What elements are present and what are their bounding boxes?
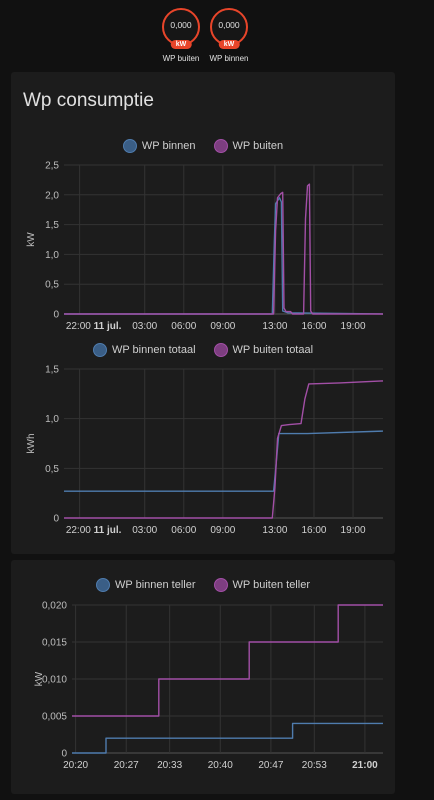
y-axis-title: kWh	[26, 434, 37, 454]
badge-wp-binnen[interactable]: 0,000 kW WP binnen	[208, 8, 250, 63]
series-line-binnen	[64, 197, 384, 315]
x-tick-label: 13:00	[262, 525, 287, 536]
y-tick-label: 0,005	[42, 712, 67, 723]
x-tick-label: 20:53	[302, 760, 327, 771]
legend-label: WP buiten totaal	[232, 344, 314, 356]
history-graph-card-teller: WP binnen teller WP buiten teller 0 0,005…	[11, 560, 395, 794]
legend-item-wp-binnen-teller[interactable]: WP binnen teller	[96, 578, 196, 592]
series-line-buiten	[64, 183, 383, 315]
x-tick-label: 16:00	[301, 321, 326, 332]
y-tick-label: 2,5	[45, 161, 59, 172]
legend-dot	[96, 578, 111, 592]
y-tick-label: 0,5	[45, 464, 59, 475]
y-tick-label: 1,0	[45, 250, 59, 261]
badge-name: WP buiten	[162, 54, 200, 63]
series-line-buiten	[64, 380, 384, 519]
y-tick-label: 0	[61, 749, 67, 760]
x-tick-label: 16:00	[301, 525, 326, 536]
y-tick-label: 0,015	[42, 638, 67, 649]
x-tick-label: 19:00	[341, 321, 366, 332]
card-title: Wp consumptie	[23, 90, 154, 111]
y-tick-label: 0	[53, 514, 59, 525]
series-line-binnen	[64, 430, 384, 492]
x-tick-label: 09:00	[210, 525, 235, 536]
legend-label: WP binnen teller	[115, 579, 196, 591]
x-tick-label: 22:00 11 jul.	[66, 525, 122, 536]
teller-chart[interactable]: 0 0,005 0,010 0,015 0,020 kW 20:20 20:27 20:33 20…	[11, 560, 395, 794]
y-tick-label: 0,5	[45, 280, 59, 291]
y-tick-label: 1,5	[45, 220, 59, 231]
legend-dot	[122, 139, 137, 153]
x-tick-label: 20:40	[208, 760, 233, 771]
badge-value: 0,000	[170, 20, 192, 30]
legend-dot	[213, 343, 228, 357]
y-tick-label: 0	[53, 310, 59, 321]
badge-name: WP binnen	[209, 54, 249, 63]
legend-item-wp-buiten-totaal[interactable]: WP buiten totaal	[213, 343, 314, 357]
legend-item-wp-binnen-totaal[interactable]: WP binnen totaal	[92, 343, 196, 357]
entity-badges: 0,000 kW WP buiten 0,000 kW WP binnen	[160, 8, 250, 63]
badge-unit: kW	[218, 40, 240, 49]
x-tick-label: 13:00	[262, 321, 287, 332]
legend-label: WP binnen totaal	[111, 344, 196, 356]
legend-item-wp-buiten[interactable]: WP buiten	[213, 139, 284, 153]
x-tick-label: 20:33	[157, 760, 182, 771]
badge-unit: kW	[170, 40, 192, 49]
y-tick-label: 2,0	[45, 190, 59, 201]
legend-item-wp-buiten-teller[interactable]: WP buiten teller	[213, 578, 310, 592]
power-chart[interactable]: 0 0,5 1,0 1,5 2,0 2,5 kW 22:00 11 jul. 03:00 06:0…	[11, 72, 395, 362]
energy-chart[interactable]: 0 0,5 1,0 1,5 kWh 22:00 11 jul. 03:00 06:00 09:0…	[11, 72, 395, 554]
x-tick-label: 20:47	[258, 760, 283, 771]
legend-label: WP buiten teller	[232, 579, 310, 591]
x-tick-label: 22:00 11 jul.	[66, 321, 122, 332]
series-line-binnen	[72, 722, 383, 754]
legend-item-wp-binnen[interactable]: WP binnen	[122, 139, 196, 153]
legend-dot	[92, 343, 107, 357]
chart-legend-energy: WP binnen totaal WP buiten totaal	[11, 343, 395, 357]
badge-ring: 0,000 kW	[162, 8, 200, 49]
x-tick-label: 06:00	[171, 525, 196, 536]
history-graph-card-consumptie: Wp consumptie WP binnen WP buiten 0 0,5 1,…	[11, 72, 395, 554]
x-tick-label: 20:27	[114, 760, 139, 771]
y-tick-label: 1,0	[45, 414, 59, 425]
x-tick-label: 21:00	[352, 760, 378, 771]
badge-ring: 0,000 kW	[210, 8, 248, 49]
legend-dot	[213, 139, 228, 153]
x-tick-label: 19:00	[341, 525, 366, 536]
legend-dot	[213, 578, 228, 592]
y-axis-title: kW	[26, 232, 37, 247]
chart-legend-teller: WP binnen teller WP buiten teller	[11, 578, 395, 592]
legend-label: WP binnen	[141, 140, 196, 152]
series-line-buiten	[72, 604, 383, 717]
x-tick-label: 03:00	[132, 321, 157, 332]
y-axis-title: kW	[34, 671, 45, 686]
badge-wp-buiten[interactable]: 0,000 kW WP buiten	[160, 8, 202, 63]
y-tick-label: 0,020	[42, 601, 67, 612]
x-tick-label: 09:00	[210, 321, 235, 332]
x-tick-label: 06:00	[171, 321, 196, 332]
x-tick-label: 20:20	[63, 760, 88, 771]
chart-legend-power: WP binnen WP buiten	[11, 139, 395, 153]
legend-label: WP buiten	[232, 140, 284, 152]
x-tick-label: 03:00	[132, 525, 157, 536]
y-tick-label: 0,010	[42, 675, 67, 686]
y-tick-label: 1,5	[45, 365, 59, 376]
badge-value: 0,000	[218, 20, 240, 30]
